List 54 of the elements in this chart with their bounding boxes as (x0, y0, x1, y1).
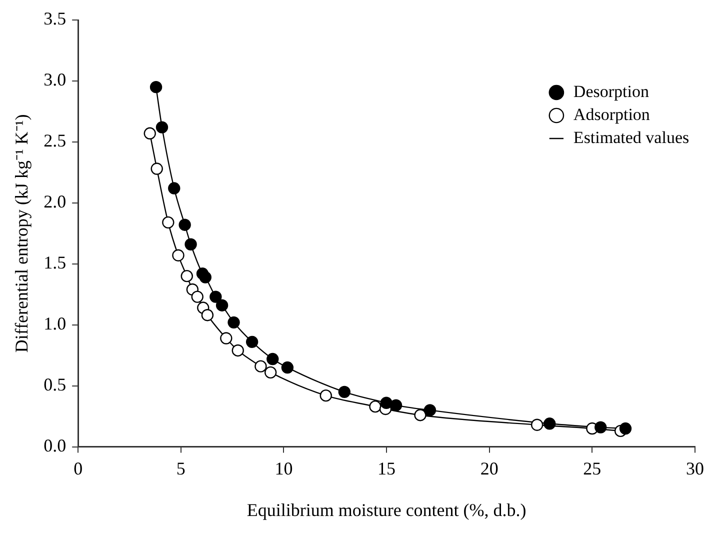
y-axis-title: Differential entropy (kJ kg⁻¹ K⁻¹) (12, 114, 32, 353)
y-tick-label: 0.0 (44, 436, 66, 456)
point (199, 271, 212, 284)
legend-label: Desorption (573, 82, 650, 101)
point (266, 352, 279, 366)
y-tick-label: 0.5 (44, 374, 66, 395)
y-tick-label: 3.0 (44, 70, 66, 90)
point (178, 218, 191, 231)
x-tick-label: 25 (583, 458, 602, 478)
point (264, 366, 277, 379)
point (201, 309, 214, 322)
point (144, 127, 156, 140)
x-tick-label: 10 (274, 458, 293, 478)
point (380, 396, 392, 409)
point (338, 386, 350, 398)
point (594, 421, 607, 434)
point (414, 408, 426, 422)
point (228, 316, 240, 329)
legend-label: Estimated values (573, 128, 690, 147)
point (369, 400, 382, 413)
y-tick-label: 1.5 (44, 252, 66, 273)
y-tick-label: 2.0 (44, 192, 66, 212)
point (390, 399, 402, 412)
point (424, 404, 436, 416)
x-tick-label: 20 (480, 458, 498, 478)
point (216, 299, 228, 312)
y-tick-label: 1.0 (44, 314, 66, 334)
x-tick-label: 5 (176, 458, 186, 478)
x-tick-label: 15 (378, 458, 396, 478)
point (320, 389, 332, 402)
point (220, 332, 232, 344)
point (162, 216, 174, 229)
x-tick-label: 0 (74, 458, 83, 478)
point (530, 418, 544, 431)
point (544, 418, 556, 430)
point (150, 162, 163, 175)
point (184, 238, 197, 250)
point (254, 360, 267, 372)
point (210, 290, 222, 303)
point (191, 290, 204, 303)
point (156, 121, 168, 134)
point (281, 361, 294, 374)
x-axis-title: Equilibrium moisture content (%, d.b.) (246, 500, 526, 520)
y-tick-label: 2.5 (44, 130, 66, 151)
point (150, 80, 162, 94)
point (619, 422, 632, 435)
point (168, 182, 180, 194)
point (180, 270, 193, 282)
legend-label: Adsorption (573, 104, 650, 124)
point (246, 336, 258, 348)
point (232, 344, 244, 357)
point (172, 249, 184, 262)
x-tick-label: 30 (686, 458, 704, 478)
y-tick-label: 3.5 (44, 8, 66, 29)
